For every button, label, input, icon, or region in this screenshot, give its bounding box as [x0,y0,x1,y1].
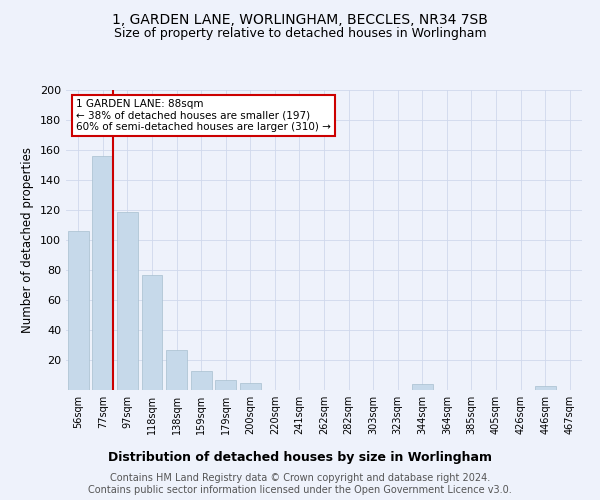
Text: Contains HM Land Registry data © Crown copyright and database right 2024.
Contai: Contains HM Land Registry data © Crown c… [88,474,512,495]
Text: Distribution of detached houses by size in Worlingham: Distribution of detached houses by size … [108,451,492,464]
Text: Size of property relative to detached houses in Worlingham: Size of property relative to detached ho… [113,28,487,40]
Y-axis label: Number of detached properties: Number of detached properties [22,147,34,333]
Bar [92,156,113,390]
Bar [166,350,187,390]
Bar [68,231,89,390]
Bar [412,384,433,390]
Bar [191,370,212,390]
Bar [142,274,163,390]
Bar [240,382,261,390]
Text: 1 GARDEN LANE: 88sqm
← 38% of detached houses are smaller (197)
60% of semi-deta: 1 GARDEN LANE: 88sqm ← 38% of detached h… [76,99,331,132]
Bar [215,380,236,390]
Text: 1, GARDEN LANE, WORLINGHAM, BECCLES, NR34 7SB: 1, GARDEN LANE, WORLINGHAM, BECCLES, NR3… [112,12,488,26]
Bar [117,212,138,390]
Bar [535,386,556,390]
